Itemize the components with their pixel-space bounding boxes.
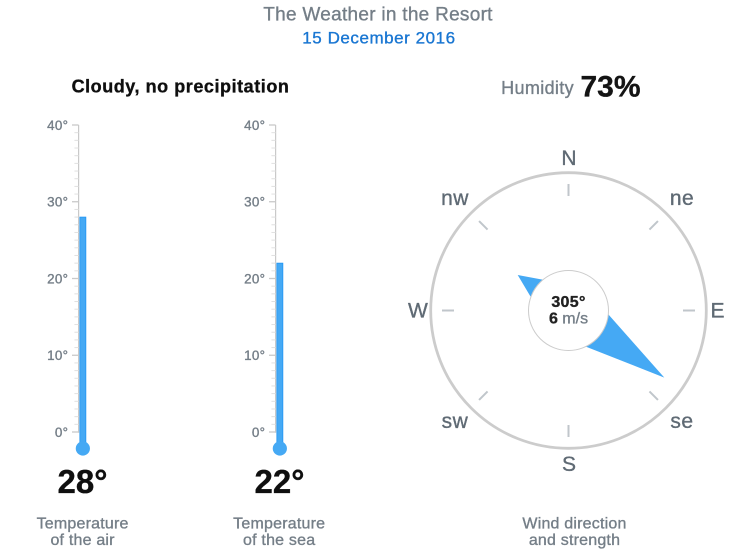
svg-text:S: S	[562, 453, 576, 476]
svg-text:305°: 305°	[551, 294, 585, 311]
svg-text:of the sea: of the sea	[243, 532, 315, 549]
svg-text:of the air: of the air	[50, 532, 115, 549]
svg-text:0°: 0°	[252, 425, 265, 440]
svg-text:10°: 10°	[244, 348, 265, 363]
svg-text:40°: 40°	[244, 118, 265, 133]
svg-text:and strength: and strength	[529, 532, 620, 549]
svg-text:40°: 40°	[47, 118, 68, 133]
svg-text:15 December 2016: 15 December 2016	[302, 29, 455, 48]
svg-text:22°: 22°	[255, 463, 305, 500]
svg-text:nw: nw	[441, 187, 469, 210]
svg-text:30°: 30°	[47, 195, 68, 210]
svg-text:E: E	[710, 300, 724, 323]
svg-text:ne: ne	[670, 187, 694, 210]
svg-text:Humidity: Humidity	[501, 78, 574, 98]
svg-text:Wind direction: Wind direction	[522, 516, 626, 533]
svg-text:N: N	[561, 147, 576, 170]
svg-text:Temperature: Temperature	[37, 516, 129, 533]
svg-text:sw: sw	[442, 410, 469, 433]
svg-text:20°: 20°	[244, 271, 265, 286]
svg-text:Temperature: Temperature	[233, 516, 325, 533]
svg-text:10°: 10°	[47, 348, 68, 363]
svg-text:Cloudy, no precipitation: Cloudy, no precipitation	[72, 76, 290, 96]
svg-text:28°: 28°	[58, 463, 108, 500]
svg-text:6 m/s: 6 m/s	[549, 311, 588, 328]
svg-text:se: se	[670, 410, 693, 433]
svg-text:The Weather in the Resort: The Weather in the Resort	[263, 5, 493, 26]
svg-text:W: W	[408, 300, 428, 323]
svg-text:20°: 20°	[47, 271, 68, 286]
svg-text:73%: 73%	[581, 71, 641, 104]
svg-text:0°: 0°	[55, 425, 68, 440]
svg-text:30°: 30°	[244, 195, 265, 210]
